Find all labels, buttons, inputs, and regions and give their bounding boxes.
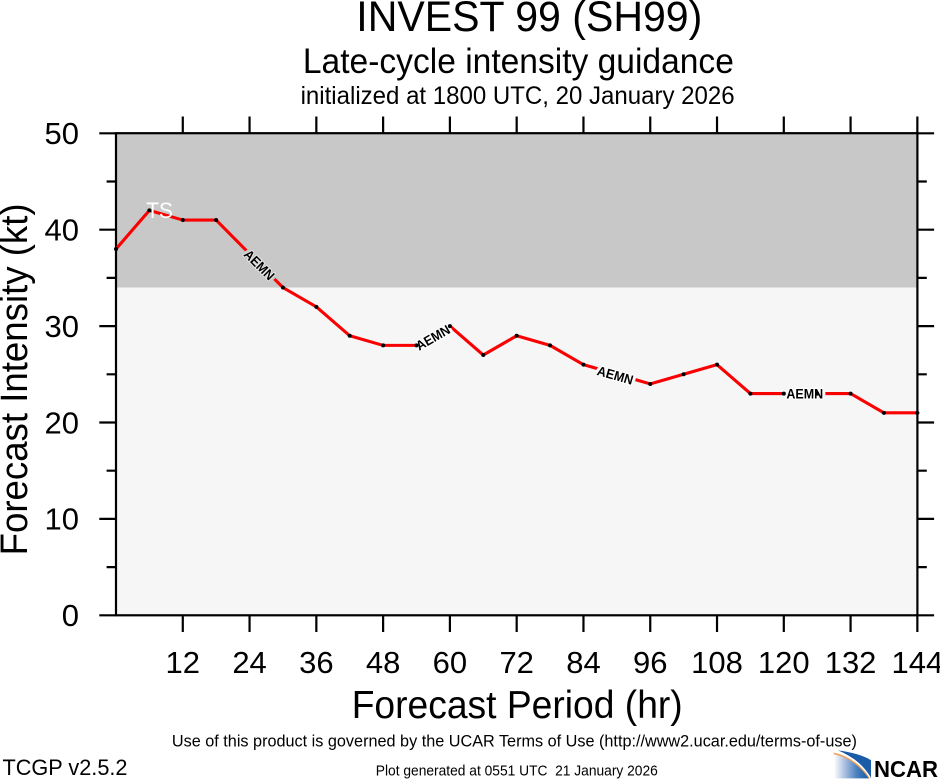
- svg-text:20: 20: [45, 405, 79, 440]
- svg-text:Plot generated at 0551 UTC 21: Plot generated at 0551 UTC 21 January 20…: [376, 763, 658, 779]
- svg-text:12: 12: [166, 645, 200, 680]
- svg-text:40: 40: [45, 212, 79, 247]
- svg-text:initialized at 1800 UTC, 20 Ja: initialized at 1800 UTC, 20 January 2026: [301, 82, 735, 110]
- svg-text:AEMN: AEMN: [786, 387, 823, 402]
- svg-text:50: 50: [45, 116, 79, 151]
- svg-text:0: 0: [62, 598, 79, 633]
- svg-text:10: 10: [45, 502, 79, 537]
- svg-text:24: 24: [232, 645, 266, 680]
- svg-text:36: 36: [299, 645, 333, 680]
- svg-text:132: 132: [825, 645, 877, 680]
- svg-text:AEMN: AEMN: [786, 387, 823, 402]
- svg-text:Forecast Period (hr): Forecast Period (hr): [352, 684, 683, 727]
- svg-text:84: 84: [566, 645, 600, 680]
- svg-text:96: 96: [633, 645, 667, 680]
- svg-text:Late-cycle intensity guidance: Late-cycle intensity guidance: [303, 42, 734, 81]
- svg-text:INVEST 99 (SH99): INVEST 99 (SH99): [356, 0, 702, 41]
- svg-text:60: 60: [433, 645, 467, 680]
- svg-text:108: 108: [691, 645, 743, 680]
- svg-text:Forecast Intensity (kt): Forecast Intensity (kt): [0, 203, 36, 555]
- svg-text:TCGP v2.5.2: TCGP v2.5.2: [3, 755, 128, 780]
- svg-text:30: 30: [45, 309, 79, 344]
- svg-text:NCAR: NCAR: [874, 756, 938, 780]
- svg-text:144: 144: [891, 645, 940, 680]
- svg-text:Use of this product is governe: Use of this product is governed by the U…: [172, 732, 857, 751]
- svg-text:48: 48: [366, 645, 400, 680]
- svg-text:TS: TS: [146, 198, 173, 223]
- svg-text:120: 120: [758, 645, 810, 680]
- svg-text:72: 72: [499, 645, 533, 680]
